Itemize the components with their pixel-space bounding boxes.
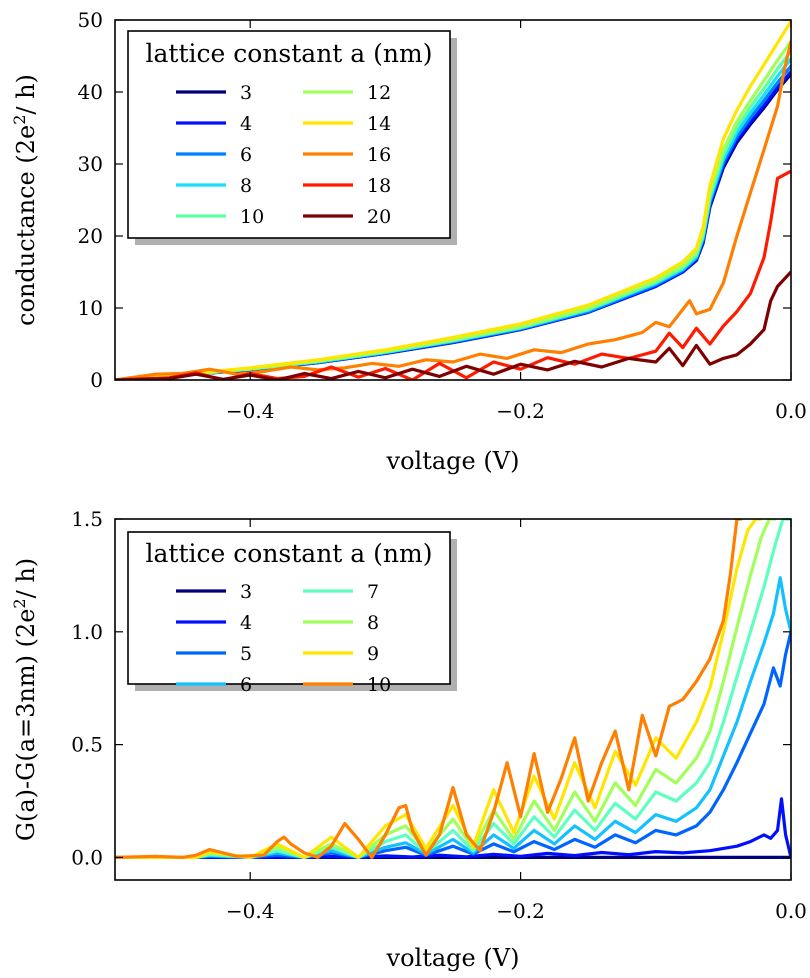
top-series-line-16	[115, 39, 791, 380]
bottom-x-tick-label: 0.0	[775, 899, 807, 923]
bottom-y-tick-label: 1.0	[71, 620, 103, 644]
top-legend-label-8: 8	[240, 175, 252, 197]
top-plot-frame	[114, 19, 792, 381]
bottom-y-axis-label: G(a)-G(a=3nm) (2e2/ h)	[10, 558, 41, 841]
top-y-tick-label: 10	[78, 296, 103, 320]
top-legend-label-3: 3	[240, 82, 252, 104]
bottom-x-tick-label: −0.2	[496, 899, 545, 923]
top-x-axis-label: voltage (V)	[386, 447, 520, 475]
bottom-plot-frame	[114, 518, 792, 881]
bottom-series-line-10	[115, 519, 743, 860]
bottom-legend-title: lattice constant a (nm)	[146, 539, 433, 568]
top-legend-label-4: 4	[240, 113, 252, 135]
top-legend-label-6: 6	[240, 144, 252, 166]
bottom-series-group	[115, 519, 791, 860]
top-legend-label-12: 12	[367, 82, 391, 104]
bottom-legend-label-4: 4	[240, 612, 252, 634]
top-legend-label-20: 20	[367, 206, 391, 228]
bottom-y-tick-label: 1.5	[71, 507, 103, 531]
top-series-line-20	[115, 270, 791, 380]
bottom-legend-label-10: 10	[367, 674, 391, 696]
top-legend-label-16: 16	[367, 144, 391, 166]
top-series-group	[115, 20, 791, 380]
top-series-line-14	[115, 20, 791, 380]
top-y-tick-label: 40	[78, 80, 103, 104]
top-legend-label-14: 14	[367, 113, 391, 135]
top-x-tick-label: −0.4	[226, 399, 275, 423]
bottom-legend-label-3: 3	[240, 581, 252, 603]
bottom-legend-label-5: 5	[240, 643, 252, 665]
bottom-y-tick-label: 0.0	[71, 845, 103, 869]
top-legend-box	[127, 30, 451, 239]
top-legend-label-18: 18	[367, 175, 391, 197]
bottom-legend-label-7: 7	[367, 581, 379, 603]
top-legend-label-10: 10	[240, 206, 264, 228]
bottom-x-axis-label: voltage (V)	[386, 944, 520, 972]
top-x-tick-label: 0.0	[775, 399, 807, 423]
bottom-x-tick-label: −0.4	[226, 899, 275, 923]
top-y-tick-label: 30	[78, 152, 103, 176]
bottom-legend-label-6: 6	[240, 674, 252, 696]
top-x-tick-label: −0.2	[496, 399, 545, 423]
bottom-legend-label-8: 8	[367, 612, 379, 634]
bottom-y-tick-label: 0.5	[71, 733, 103, 757]
top-y-tick-label: 50	[78, 8, 103, 32]
bottom-panel: −0.4 −0.2 0.0 0.0 0.5 1.0 1.5 voltage (V) G(a)-G…	[10, 507, 807, 972]
top-legend-title: lattice constant a (nm)	[146, 39, 433, 68]
bottom-legend-label-9: 9	[367, 643, 379, 665]
bottom-legend-box	[127, 531, 451, 685]
top-y-tick-label: 0	[90, 368, 103, 392]
top-legend: lattice constant a (nm) 3 4 6 8 10 12 14 16 18 20	[127, 30, 457, 245]
bottom-legend: lattice constant a (nm) 3 4 5 6 7 8 9 10	[127, 531, 457, 696]
top-panel: −0.4 −0.2 0.0 0 10 20 30 40 50 voltage (V) conduct…	[10, 8, 807, 475]
top-y-axis-label: conductance (2e2/ h)	[10, 74, 41, 326]
top-y-tick-label: 20	[78, 224, 103, 248]
